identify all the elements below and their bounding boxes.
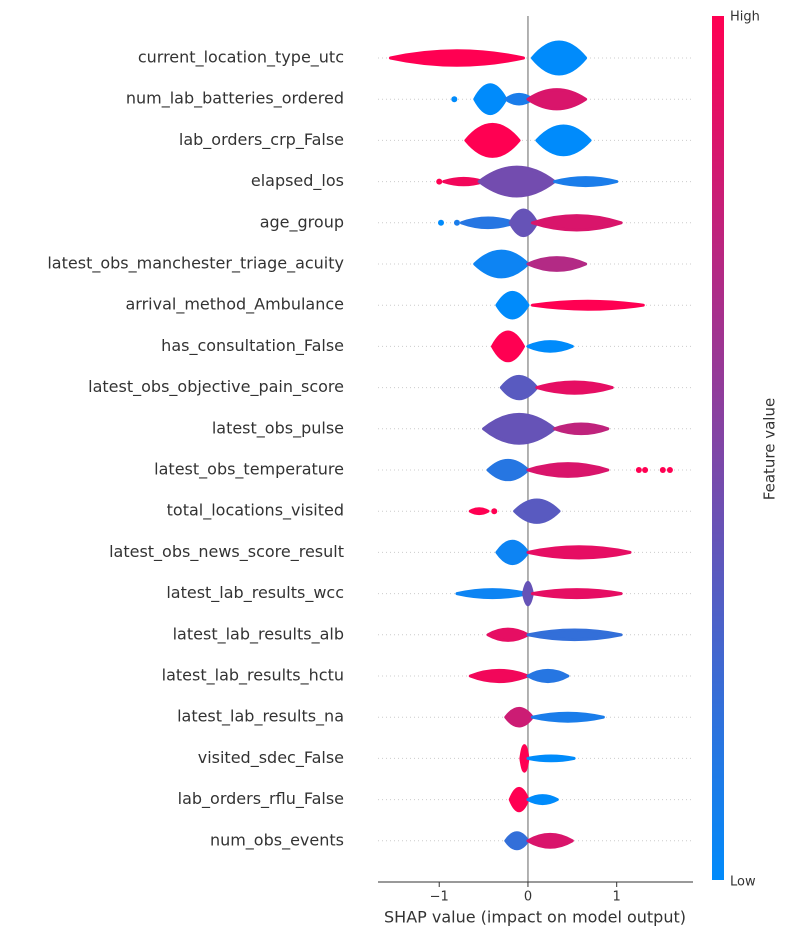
swarm-cluster (526, 545, 632, 560)
swarm-cluster (508, 786, 530, 813)
swarm-cluster (526, 794, 559, 806)
swarm-point (451, 96, 458, 103)
swarm-point (438, 219, 444, 226)
x-tick-label: 0 (524, 890, 532, 905)
swarm-point (635, 467, 642, 473)
swarm-point (436, 178, 443, 185)
swarm-cluster (526, 462, 610, 478)
swarm-cluster (530, 588, 623, 600)
y-tick-label: elapsed_los (251, 171, 344, 191)
swarm-cluster (526, 256, 588, 272)
colorbar-high: High (730, 10, 760, 25)
x-axis-label: SHAP value (impact on model output) (384, 908, 686, 927)
swarm-cluster (526, 832, 574, 849)
swarm-cluster (553, 176, 619, 188)
swarm-point (491, 508, 498, 515)
colorbar-label: Feature value (761, 398, 779, 500)
swarm-cluster (464, 123, 521, 158)
y-tick-label: latest_lab_results_wcc (166, 583, 344, 603)
x-tick-label: −1 (430, 890, 449, 905)
swarm-cluster (486, 458, 530, 482)
swarm-point (666, 467, 673, 473)
swarm-cluster (504, 706, 534, 728)
y-tick-label: latest_lab_results_alb (173, 624, 344, 644)
swarm-cluster (530, 299, 645, 311)
swarm-cluster (535, 124, 592, 157)
swarm-cluster (526, 668, 570, 684)
y-tick-label: num_lab_batteries_ordered (126, 89, 344, 109)
swarm-cluster (526, 88, 588, 111)
swarm-cluster (526, 628, 623, 642)
swarm-cluster (486, 627, 530, 642)
swarm-cluster (530, 214, 623, 232)
swarm-cluster (468, 507, 490, 516)
swarm-cluster (499, 374, 539, 401)
swarm-cluster (504, 831, 530, 851)
y-tick-label: lab_orders_crp_False (179, 130, 344, 150)
y-tick-label: latest_lab_results_hctu (162, 666, 344, 686)
swarm-cluster (490, 330, 526, 363)
swarm-cluster (482, 412, 557, 445)
swarm-cluster (530, 711, 605, 723)
swarm-cluster (388, 49, 526, 67)
swarm-cluster (459, 216, 517, 230)
swarm-point (642, 467, 649, 473)
colorbar (712, 16, 724, 880)
y-tick-label: visited_sdec_False (198, 748, 344, 768)
swarm-cluster (473, 249, 530, 279)
y-tick-label: lab_orders_rflu_False (178, 789, 344, 809)
y-tick-label: latest_obs_objective_pain_score (88, 377, 344, 397)
swarm-cluster (513, 498, 561, 524)
swarm-cluster (455, 588, 530, 600)
y-tick-label: latest_lab_results_na (177, 707, 344, 727)
y-tick-label: latest_obs_manchester_triage_acuity (47, 254, 344, 274)
swarm-cluster (468, 668, 530, 684)
y-tick-label: total_locations_visited (167, 501, 344, 521)
x-tick-label: 1 (613, 890, 621, 905)
y-tick-label: latest_obs_news_score_result (109, 542, 344, 562)
swarm-point (453, 219, 460, 226)
y-tick-label: has_consultation_False (161, 336, 344, 356)
colorbar-low: Low (730, 875, 756, 890)
swarm-cluster (477, 165, 557, 198)
swarm-cluster (530, 40, 588, 76)
swarm-cluster (526, 754, 576, 763)
swarm-cluster (473, 83, 508, 116)
swarm-point (659, 467, 666, 473)
swarm-cluster (495, 539, 530, 566)
swarm-cluster (526, 340, 574, 353)
swarm-cluster (535, 380, 614, 395)
swarm-cluster (442, 176, 486, 187)
y-tick-label: age_group (260, 212, 344, 232)
y-tick-label: latest_obs_pulse (212, 418, 344, 438)
swarm-cluster (495, 290, 530, 320)
swarm-cluster (553, 422, 610, 436)
y-tick-label: latest_obs_temperature (154, 460, 344, 480)
y-tick-label: arrival_method_Ambulance (126, 295, 345, 315)
y-tick-label: current_location_type_utc (138, 48, 344, 68)
y-tick-label: num_obs_events (210, 830, 344, 850)
